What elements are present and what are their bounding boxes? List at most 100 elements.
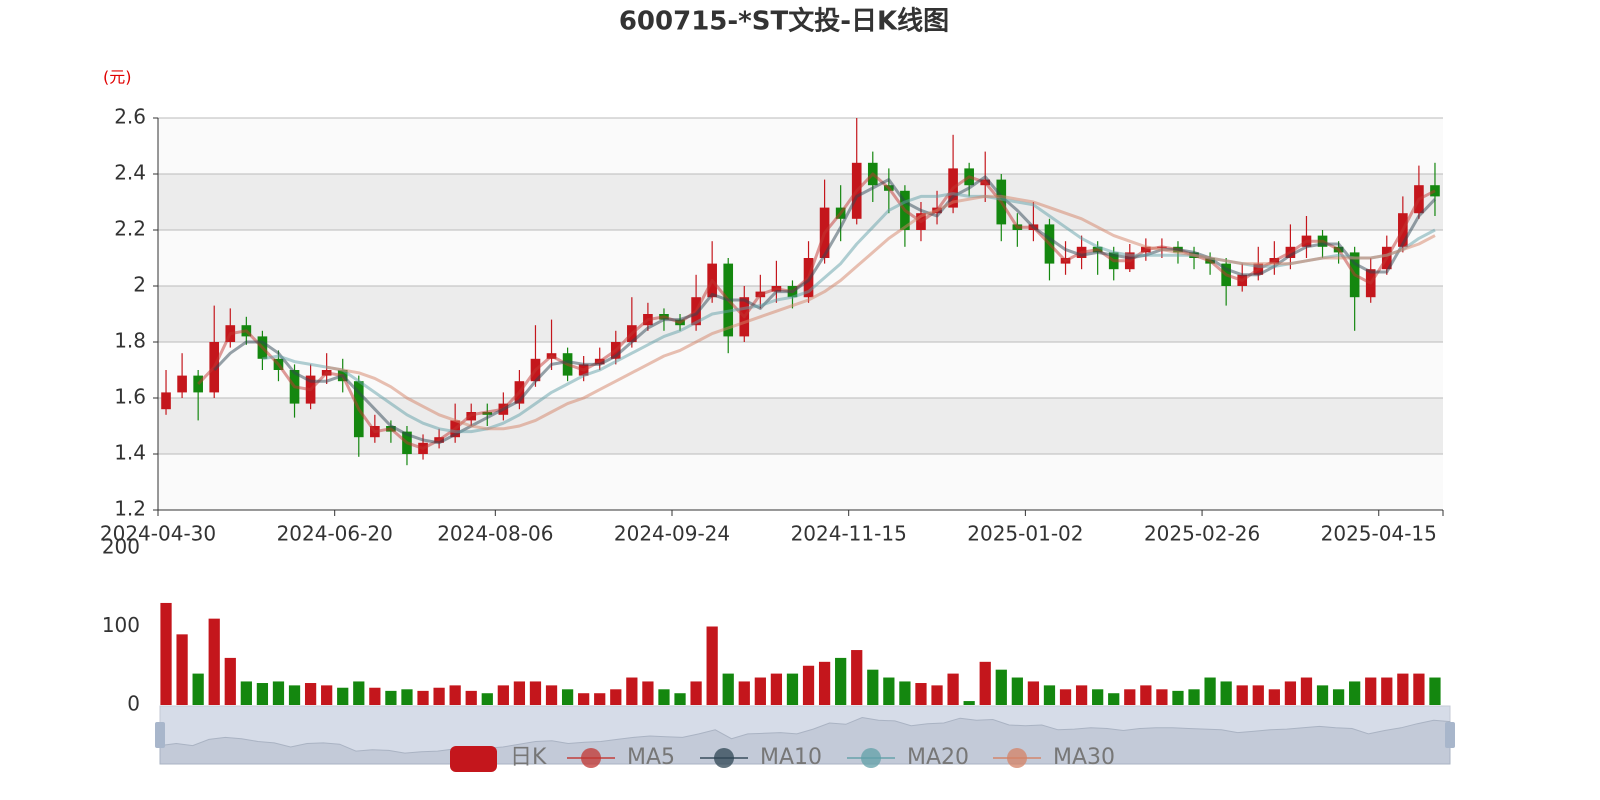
legend-marker xyxy=(861,748,881,768)
volume-bar xyxy=(594,693,606,705)
volume-bar xyxy=(256,683,269,705)
volume-bar xyxy=(465,690,477,705)
volume-bar xyxy=(1011,677,1023,705)
volume-bar xyxy=(658,689,670,705)
volume-bar xyxy=(754,677,766,705)
volume-bar xyxy=(160,602,172,705)
volume-bar xyxy=(1268,689,1280,705)
volume-bar xyxy=(1349,681,1361,705)
legend-label: MA5 xyxy=(627,745,675,770)
split-area xyxy=(158,398,1443,454)
volume-bar xyxy=(1365,677,1377,705)
volume-bar xyxy=(867,669,879,705)
volume-bar xyxy=(1413,673,1425,705)
volume-bar xyxy=(1397,673,1409,705)
volume-bar xyxy=(899,681,911,705)
legend-marker xyxy=(1007,748,1027,768)
volume-bar xyxy=(1429,677,1441,705)
volume-bar xyxy=(786,673,799,705)
chart-title: 600715-*ST文投-日K线图 xyxy=(619,6,949,37)
volume-bar xyxy=(1236,685,1248,705)
volume-bar xyxy=(610,689,622,705)
volume-bar xyxy=(417,690,429,705)
volume-bar xyxy=(353,681,365,705)
volume-bar xyxy=(1188,689,1200,705)
volume-bar xyxy=(979,661,991,705)
volume-bar xyxy=(995,669,1007,705)
legend-icon xyxy=(450,746,497,772)
volume-tick-label: 0 xyxy=(127,692,140,716)
x-tick-label: 2024-08-06 xyxy=(437,522,553,546)
volume-bar xyxy=(818,661,831,705)
volume-bar xyxy=(947,673,959,705)
volume-bar xyxy=(1043,685,1056,705)
split-area xyxy=(158,174,1443,230)
volume-bar xyxy=(1172,690,1184,705)
y-tick-label: 2 xyxy=(133,273,146,297)
ma-line xyxy=(326,194,1436,431)
x-tick-label: 2024-11-15 xyxy=(791,522,907,546)
y-tick-label: 2.4 xyxy=(114,161,146,185)
volume-bar xyxy=(642,681,654,705)
volume-bar xyxy=(224,657,236,705)
volume-bar xyxy=(208,618,220,705)
volume-bar xyxy=(304,683,317,705)
slider-handle[interactable] xyxy=(1445,722,1455,748)
volume-bar xyxy=(1381,677,1393,705)
volume-bar xyxy=(1156,689,1168,705)
volume-bar xyxy=(802,665,815,705)
volume-bar xyxy=(963,701,975,705)
x-tick-label: 2024-06-20 xyxy=(277,522,393,546)
volume-bar xyxy=(722,673,734,705)
volume-bar xyxy=(1108,693,1120,705)
volume-bar xyxy=(915,683,927,705)
y-tick-label: 1.8 xyxy=(114,329,146,353)
volume-bar xyxy=(1027,681,1040,705)
volume-bar xyxy=(192,673,204,705)
volume-bar xyxy=(481,693,493,705)
volume-bar xyxy=(240,681,252,705)
volume-bar xyxy=(1204,677,1216,705)
volume-bar xyxy=(449,685,461,705)
legend-label: MA30 xyxy=(1053,745,1115,770)
volume-bar xyxy=(706,626,718,705)
ma-line xyxy=(213,175,1437,445)
volume-tick-label: 200 xyxy=(102,535,140,559)
legend-label: 日K xyxy=(510,745,547,770)
volume-bar xyxy=(1220,681,1232,705)
x-tick-label: 2025-04-15 xyxy=(1321,522,1437,546)
volume-bar xyxy=(738,681,750,705)
volume-bar xyxy=(851,650,863,705)
volume-bar xyxy=(1252,685,1264,705)
split-area xyxy=(158,118,1443,174)
volume-bar xyxy=(931,685,943,705)
split-area xyxy=(158,454,1443,510)
legend-marker xyxy=(714,748,734,768)
volume-bar xyxy=(626,677,638,705)
volume-bar xyxy=(561,689,574,705)
volume-bar xyxy=(385,690,397,705)
y-axis-label: (元) xyxy=(103,68,132,87)
volume-bar xyxy=(1284,681,1297,705)
volume-bar xyxy=(674,693,686,705)
volume-bar xyxy=(1300,677,1313,705)
legend: 日K MA5 MA10 MA20 MA30 xyxy=(450,745,1115,772)
volume-bar xyxy=(433,687,445,705)
volume-bar xyxy=(497,685,509,705)
volume-bar xyxy=(883,677,895,705)
volume-bar xyxy=(1140,685,1152,705)
x-tick-label: 2024-09-24 xyxy=(614,522,730,546)
volume-bar xyxy=(835,657,847,705)
volume-bar xyxy=(288,685,301,705)
y-tick-label: 2.2 xyxy=(114,217,146,241)
volume-bar xyxy=(690,681,702,705)
volume-bar xyxy=(369,687,381,705)
volume-bar xyxy=(1059,689,1072,705)
slider-handle[interactable] xyxy=(155,722,165,748)
candle-body xyxy=(177,375,187,393)
volume-bar xyxy=(545,685,558,705)
volume-bar xyxy=(321,685,333,705)
ma-line xyxy=(197,172,1436,450)
